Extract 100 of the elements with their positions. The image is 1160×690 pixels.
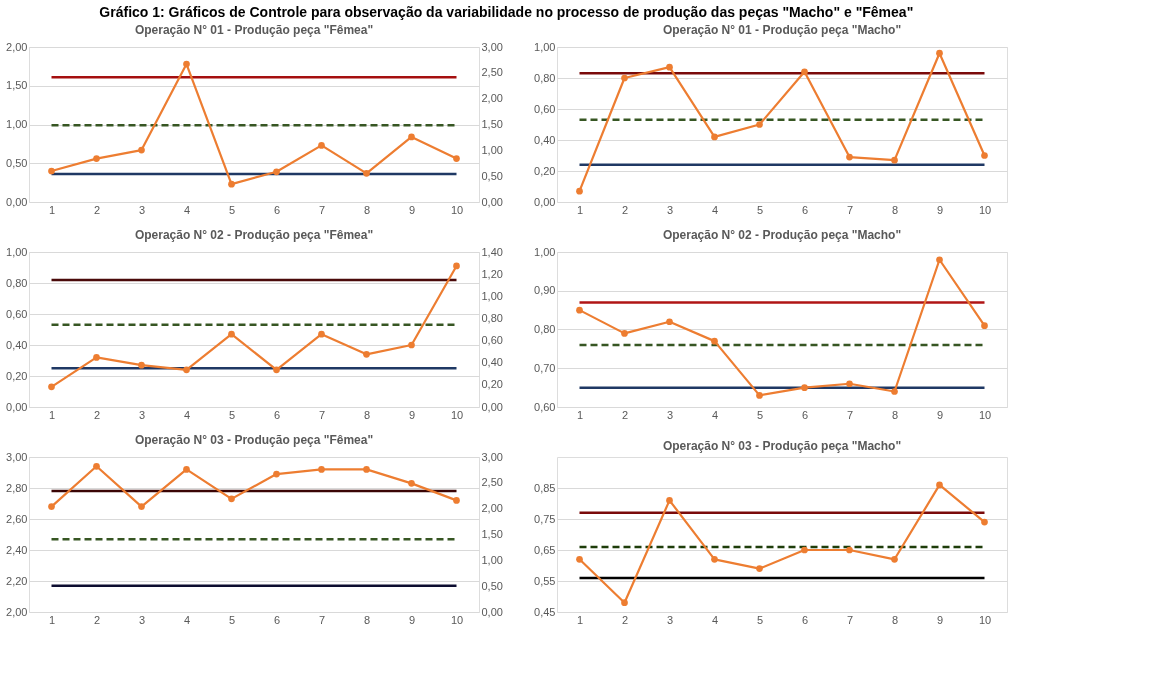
point: [936, 49, 943, 57]
x-tick-label: 7: [846, 613, 854, 626]
y-tick-label: 0,40: [6, 338, 28, 351]
y2-tick-label: 0,80: [481, 311, 503, 324]
point: [318, 330, 325, 338]
x-tick-label: 4: [183, 613, 191, 626]
point: [621, 599, 628, 607]
y-tick-label: 0,60: [534, 400, 556, 413]
y-tick-label: 0,00: [534, 195, 556, 208]
x-tick-label: 10: [450, 408, 464, 421]
y-tick-label: 0,90: [534, 284, 556, 297]
y-tick-label: 0,80: [534, 71, 556, 84]
y-tick-label: 1,50: [6, 79, 28, 92]
point: [846, 380, 853, 388]
y2-tick-label: 3,00: [481, 450, 503, 463]
x-tick-label: 5: [228, 613, 236, 626]
x-tick-label: 7: [318, 408, 326, 421]
y-tick-label: 0,80: [6, 276, 28, 289]
point: [363, 466, 370, 473]
point: [408, 480, 415, 487]
chart-title: Operação N° 03 - Produção peça "Macho": [662, 439, 902, 453]
y-tick-label: 2,00: [6, 40, 28, 53]
y-tick-label: 0,20: [534, 164, 556, 177]
point: [621, 330, 628, 337]
x-tick-label: 10: [450, 203, 464, 216]
x-tick-label: 2: [93, 613, 101, 626]
y-tick-label: 0,55: [534, 574, 556, 587]
x-tick-label: 8: [891, 613, 899, 626]
point: [666, 497, 673, 504]
point: [183, 366, 190, 374]
chart-title: Operação N° 03 - Produção peça "Fêmea": [134, 433, 374, 447]
x-tick-label: 7: [318, 613, 326, 626]
x-tick-label: 9: [936, 408, 944, 421]
y-tick-label: 0,20: [6, 369, 28, 382]
point: [228, 180, 235, 188]
point: [801, 546, 808, 554]
x-tick-label: 7: [846, 203, 854, 216]
y-tick-label: 2,80: [6, 481, 28, 494]
point: [273, 168, 280, 176]
x-tick-label: 6: [273, 203, 281, 216]
x-tick-label: 1: [576, 613, 584, 626]
y2-tick-label: 0,60: [481, 334, 503, 347]
x-tick-label: 6: [801, 408, 809, 421]
x-tick-label: 10: [978, 613, 992, 626]
point: [666, 63, 673, 71]
y-tick-label: 1,00: [534, 245, 556, 258]
point: [408, 341, 415, 349]
x-tick-label: 4: [711, 408, 719, 421]
point: [48, 167, 55, 175]
y-tick-label: 1,00: [6, 118, 28, 130]
point: [453, 262, 460, 270]
x-tick-label: 8: [363, 613, 371, 626]
x-tick-label: 1: [48, 408, 56, 421]
point: [891, 388, 898, 395]
y-tick-label: 1,00: [534, 40, 556, 53]
x-tick-label: 1: [576, 203, 584, 216]
x-tick-label: 2: [93, 408, 101, 421]
point: [138, 503, 145, 510]
x-tick-label: 8: [363, 408, 371, 421]
point: [576, 306, 583, 314]
y-tick-label: 0,45: [534, 605, 556, 618]
point: [981, 152, 988, 159]
x-tick-label: 3: [138, 408, 146, 421]
x-tick-label: 9: [408, 203, 416, 216]
point: [621, 74, 628, 82]
point: [48, 503, 55, 510]
y2-tick-label: 1,00: [481, 553, 503, 566]
y-tick-label: 0,80: [534, 323, 556, 335]
y2-tick-label: 2,00: [481, 92, 503, 105]
chart-title: Operação N° 01 - Produção peça "Macho": [662, 23, 902, 37]
y2-tick-label: 3,00: [481, 40, 503, 53]
y-tick-label: 2,40: [6, 543, 28, 556]
x-tick-label: 6: [273, 613, 281, 626]
y2-tick-label: 2,50: [481, 476, 503, 489]
point: [981, 518, 988, 526]
point: [936, 256, 943, 264]
y-tick-label: 2,00: [6, 605, 28, 618]
x-tick-label: 8: [891, 203, 899, 216]
point: [183, 466, 190, 473]
x-tick-label: 1: [48, 203, 56, 216]
y-tick-label: 0,60: [534, 102, 556, 115]
point: [273, 470, 280, 478]
point: [228, 330, 235, 338]
y2-tick-label: 1,00: [481, 143, 503, 156]
y-tick-label: 3,00: [6, 450, 28, 463]
text: Gráfico 1: Gráficos de Controle para observação da variabilidade no processo de produção das peças "Macho" e "Fêmea": [99, 3, 914, 20]
y2-tick-label: 0,50: [481, 169, 503, 182]
point: [363, 169, 370, 177]
y-tick-label: 0,70: [534, 361, 556, 374]
x-tick-label: 1: [48, 613, 56, 626]
x-tick-label: 9: [936, 613, 944, 626]
point: [846, 153, 853, 161]
point: [756, 392, 763, 399]
point: [93, 462, 100, 470]
point: [711, 337, 718, 345]
x-tick-label: 8: [891, 408, 899, 421]
x-tick-label: 5: [756, 408, 764, 421]
point: [801, 68, 808, 76]
y2-tick-label: 1,40: [481, 245, 503, 258]
x-tick-label: 3: [138, 203, 146, 216]
